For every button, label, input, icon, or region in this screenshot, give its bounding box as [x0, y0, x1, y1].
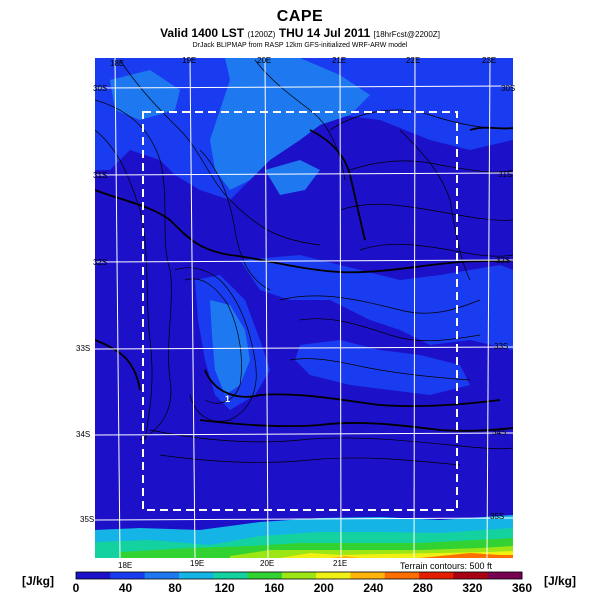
terrain-contour-note: Terrain contours: 500 ft: [400, 561, 493, 571]
lat-label: 31S: [498, 170, 512, 179]
colorbar-swatch: [213, 572, 249, 579]
colorbar-tick-label: 280: [412, 581, 433, 595]
colorbar-outline: [75, 571, 523, 580]
lat-label: 32S: [496, 256, 510, 265]
lon-labels-bottom: 18E 19E 20E 21E: [118, 559, 347, 570]
lat-label: 34S: [76, 430, 90, 439]
valid-time: Valid 1400 LST: [160, 26, 245, 40]
cape-field: [95, 58, 513, 558]
lon-label: 20E: [257, 56, 271, 65]
lon-label: 21E: [332, 56, 346, 65]
site-marker: 1: [225, 394, 230, 404]
lat-lon-grid: [94, 57, 514, 559]
lon-label: 18E: [110, 59, 124, 68]
colorbar-swatch: [178, 572, 214, 579]
lon-label: 20E: [260, 559, 274, 568]
lat-label: 33S: [494, 342, 508, 351]
colorbar-tick-label: 0: [72, 581, 80, 595]
utc-time: (1200Z): [247, 30, 276, 39]
colorbar-tick-label: 160: [264, 581, 285, 595]
lat-label: 35S: [490, 512, 504, 521]
lon-labels-top: 18E 19E 20E 21E 22E 23E: [110, 56, 496, 68]
colorbar-tick-label: 80: [168, 581, 182, 595]
colorbar-unit-right: [J/kg]: [544, 574, 577, 588]
colorbar: [75, 571, 523, 580]
colorbar-swatch: [487, 572, 523, 579]
lat-labels-right: 30S 31S 32S 33S 34S 35S: [490, 84, 515, 521]
colorbar-tick-label: 40: [118, 581, 133, 595]
colorbar-tick-label: 360: [511, 581, 533, 595]
lat-label: 33S: [76, 344, 90, 353]
forecast-info: [18hrFcst@2200Z]: [373, 30, 440, 39]
terrain-contours-heavy: [95, 126, 513, 432]
lat-label: 30S: [501, 84, 515, 93]
lat-label: 30S: [93, 84, 107, 93]
colorbar-swatch: [281, 572, 317, 579]
colorbar-swatch: [419, 572, 454, 579]
colorbar-tick-label: 240: [363, 581, 384, 595]
colorbar-tick-label: 320: [462, 581, 483, 595]
model-credit: DrJack BLIPMAP from RASP 12km GFS-initia…: [192, 42, 408, 49]
lon-label: 21E: [333, 559, 347, 568]
colorbar-swatch: [144, 572, 180, 579]
lon-label: 19E: [182, 56, 196, 65]
colorbar-swatch: [453, 572, 489, 579]
inner-domain-box: [142, 111, 458, 511]
colorbar-swatch: [247, 572, 283, 579]
lat-label: 31S: [93, 171, 107, 180]
lat-label: 32S: [93, 258, 107, 267]
colorbar-tick-label: 200: [313, 581, 334, 595]
lat-label: 34S: [492, 428, 506, 437]
lon-label: 18E: [118, 561, 132, 570]
valid-time-line: Valid 1400 LST (1200Z) THU 14 Jul 2011 […: [0, 26, 600, 40]
valid-date: THU 14 Jul 2011: [278, 26, 371, 40]
colorbar-swatch: [316, 572, 351, 579]
lon-label: 23E: [482, 56, 496, 65]
colorbar-unit-left: [J/kg]: [22, 574, 55, 588]
lat-labels-left: 30S 31S 32S 33S 34S 35S: [76, 84, 107, 524]
colorbar-swatch: [110, 572, 146, 579]
colorbar-swatch: [76, 572, 111, 579]
colorbar-swatch: [350, 572, 386, 579]
terrain-contours: [95, 59, 513, 466]
colorbar-tick-label: 120: [214, 581, 235, 595]
map-title: CAPE: [276, 8, 324, 25]
lon-label: 22E: [406, 56, 420, 65]
lon-label: 19E: [190, 559, 204, 568]
lat-label: 35S: [80, 515, 94, 524]
colorbar-swatch: [384, 572, 420, 579]
